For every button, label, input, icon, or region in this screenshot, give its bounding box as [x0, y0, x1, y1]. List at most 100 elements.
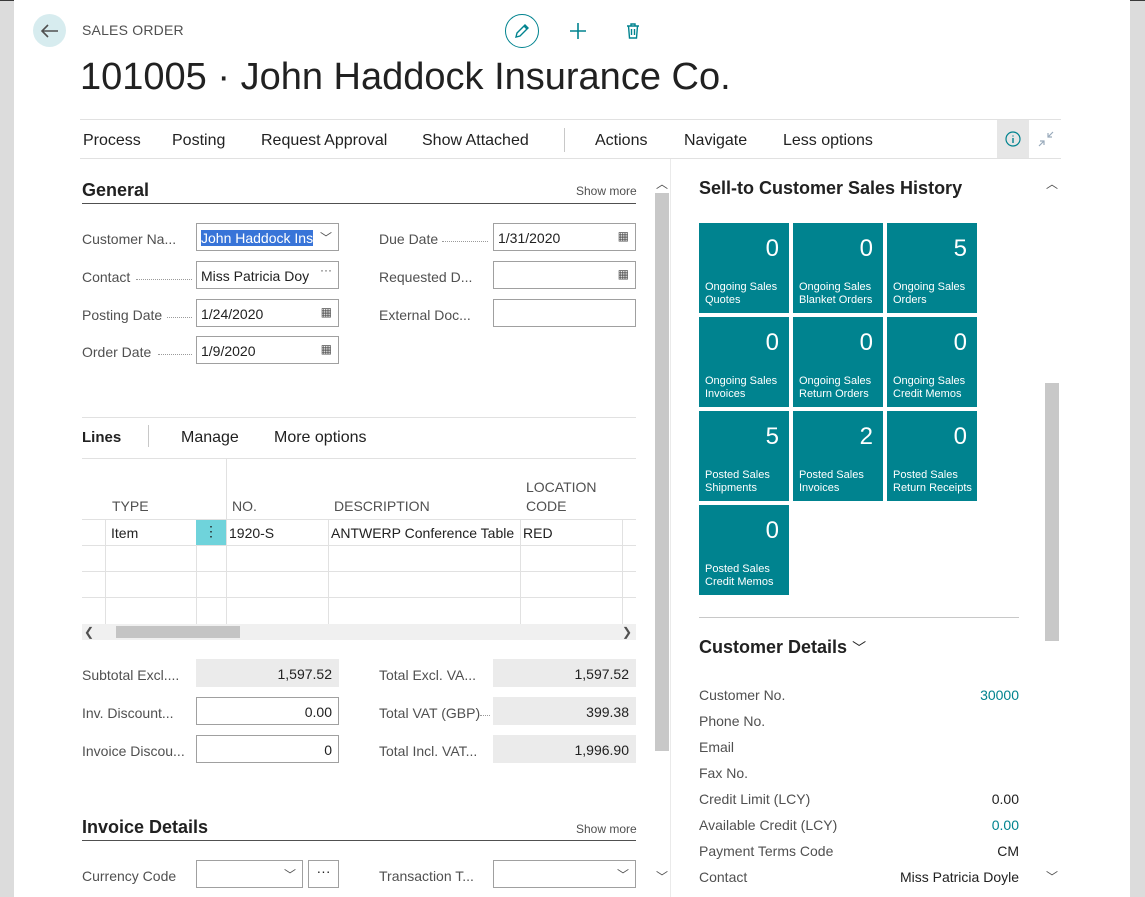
factbox-toggle-button[interactable] — [997, 120, 1029, 158]
available-credit-link[interactable]: 0.00 — [991, 817, 1019, 833]
contact-dots — [136, 279, 192, 280]
tile-posted-shipments[interactable]: 5 Posted Sales Shipments — [699, 411, 789, 501]
line-location-cell[interactable]: RED — [523, 525, 553, 541]
action-actions[interactable]: Actions — [595, 132, 648, 149]
contact-field[interactable]: Miss Patricia Doy ··· — [196, 261, 339, 289]
currency-lookup-button[interactable]: ··· — [308, 860, 339, 888]
line-description-cell[interactable]: ANTWERP Conference Table — [331, 525, 515, 541]
general-divider — [82, 203, 636, 204]
credit-limit-row: Credit Limit (LCY) 0.00 — [699, 791, 1019, 807]
action-less-options[interactable]: Less options — [783, 132, 873, 149]
calendar-icon: ▦ — [617, 267, 629, 281]
tile-posted-return-receipts[interactable]: 0 Posted Sales Return Receipts — [887, 411, 977, 501]
due-date-dots — [442, 241, 488, 242]
arrow-left-icon — [40, 23, 58, 38]
edit-button[interactable] — [505, 14, 539, 48]
col-header-location-code[interactable]: LOCATION CODE — [526, 479, 597, 514]
tile-ongoing-invoices[interactable]: 0 Ongoing Sales Invoices — [699, 317, 789, 407]
scroll-thumb[interactable] — [116, 626, 240, 638]
chevron-down-icon: ﹀ — [319, 231, 332, 245]
lines-more-options-button[interactable]: More options — [274, 429, 367, 446]
action-request-approval[interactable]: Request Approval — [261, 132, 388, 149]
invoice-details-show-more[interactable]: Show more — [576, 822, 637, 836]
lines-title: Lines — [82, 429, 122, 446]
tile-ongoing-quotes[interactable]: 0 Ongoing Sales Quotes — [699, 223, 789, 313]
grid-horizontal-scrollbar[interactable]: ❮ ❯ — [82, 624, 636, 640]
chevron-down-icon: ﹀ — [852, 640, 867, 656]
col-header-no[interactable]: NO. — [232, 498, 257, 514]
scroll-down-icon[interactable]: ﹀ — [1046, 870, 1059, 884]
grid-col-line — [622, 519, 623, 624]
scroll-right-icon[interactable]: ❯ — [621, 625, 632, 639]
tile-posted-credit-memos[interactable]: 0 Posted Sales Credit Memos — [699, 505, 789, 595]
line-type-cell[interactable]: Item — [111, 525, 139, 541]
scroll-left-icon[interactable]: ❮ — [84, 625, 95, 639]
action-show-attached[interactable]: Show Attached — [422, 132, 529, 149]
grid-row-line — [82, 571, 636, 572]
ellipsis-icon: ··· — [316, 863, 331, 879]
line-no-cell[interactable]: 1920-S — [229, 525, 275, 541]
collapse-button[interactable] — [1031, 120, 1061, 158]
invoice-details-title: Invoice Details — [82, 817, 209, 837]
lines-manage-button[interactable]: Manage — [181, 429, 239, 446]
invoice-details-divider — [82, 840, 636, 841]
new-button[interactable] — [566, 19, 590, 43]
tile-ongoing-orders[interactable]: 5 Ongoing Sales Orders — [887, 223, 977, 313]
row-actions-icon[interactable]: ⋮ — [196, 520, 226, 545]
posting-date-label: Posting Date — [82, 307, 163, 323]
trash-icon — [627, 23, 639, 39]
tile-ongoing-blanket-orders[interactable]: 0 Ongoing Sales Blanket Orders — [793, 223, 883, 313]
customer-details-title[interactable]: Customer Details ﹀ — [699, 637, 867, 657]
lines-grid: TYPE NO. DESCRIPTION LOCATION CODE Item … — [82, 458, 636, 624]
requested-date-field[interactable]: ▦ — [493, 261, 636, 289]
breadcrumb: SALES ORDER — [82, 22, 184, 38]
general-section-title: General — [82, 180, 150, 200]
action-posting[interactable]: Posting — [172, 132, 226, 149]
inv-discount-label: Inv. Discount... — [82, 705, 174, 721]
action-navigate[interactable]: Navigate — [684, 132, 748, 149]
main-vertical-scrollbar[interactable]: ︿ ﹀ — [655, 175, 669, 885]
customer-name-field[interactable]: John Haddock Ins ﹀ — [196, 223, 339, 251]
scroll-thumb[interactable] — [655, 193, 669, 751]
invoice-discount-label: Invoice Discou... — [82, 743, 185, 759]
action-process[interactable]: Process — [83, 132, 141, 149]
general-show-more[interactable]: Show more — [576, 184, 637, 198]
scroll-down-icon[interactable]: ﹀ — [656, 870, 669, 884]
back-button[interactable] — [33, 14, 66, 47]
invoice-discount-field[interactable]: 0 — [196, 735, 339, 763]
total-incl-vat-value: 1,996.90 — [493, 735, 636, 763]
factbox-vertical-scrollbar[interactable]: ︿ ﹀ — [1045, 175, 1059, 885]
external-doc-field[interactable] — [493, 299, 636, 327]
customer-no-link[interactable]: 30000 — [980, 687, 1019, 703]
inv-discount-field[interactable]: 0.00 — [196, 697, 339, 725]
col-header-type[interactable]: TYPE — [112, 498, 149, 514]
payment-terms-row: Payment Terms Code CM — [699, 843, 1019, 859]
grid-col-line — [520, 519, 521, 624]
tile-ongoing-return-orders[interactable]: 0 Ongoing Sales Return Orders — [793, 317, 883, 407]
posting-date-field[interactable]: 1/24/2020 ▦ — [196, 299, 339, 327]
action-bar: Process Posting Request Approval Show At… — [80, 119, 1061, 159]
phone-no-row: Phone No. — [699, 713, 766, 729]
customer-no-row: Customer No. 30000 — [699, 687, 1019, 703]
tile-posted-invoices[interactable]: 2 Posted Sales Invoices — [793, 411, 883, 501]
total-excl-vat-value: 1,597.52 — [493, 659, 636, 687]
order-date-field[interactable]: 1/9/2020 ▦ — [196, 336, 339, 364]
lines-divider — [82, 417, 636, 418]
total-vat-label: Total VAT (GBP) — [379, 705, 481, 721]
grid-row-line — [82, 519, 636, 520]
scroll-thumb[interactable] — [1045, 383, 1059, 641]
scroll-up-icon[interactable]: ︿ — [656, 177, 669, 191]
due-date-field[interactable]: 1/31/2020 ▦ — [493, 223, 636, 251]
col-header-description[interactable]: DESCRIPTION — [334, 498, 430, 514]
tile-ongoing-credit-memos[interactable]: 0 Ongoing Sales Credit Memos — [887, 317, 977, 407]
delete-button[interactable] — [621, 19, 645, 43]
info-icon — [1005, 131, 1021, 147]
transaction-type-field[interactable]: ﹀ — [493, 860, 636, 888]
posting-date-dots — [167, 317, 192, 318]
scroll-up-icon[interactable]: ︿ — [1046, 177, 1059, 191]
ellipsis-icon: ··· — [320, 263, 332, 277]
available-credit-row: Available Credit (LCY) 0.00 — [699, 817, 1019, 833]
total-vat-value: 399.38 — [493, 697, 636, 725]
chevron-down-icon: ﹀ — [616, 868, 629, 882]
currency-code-field[interactable]: ﹀ — [196, 860, 303, 888]
